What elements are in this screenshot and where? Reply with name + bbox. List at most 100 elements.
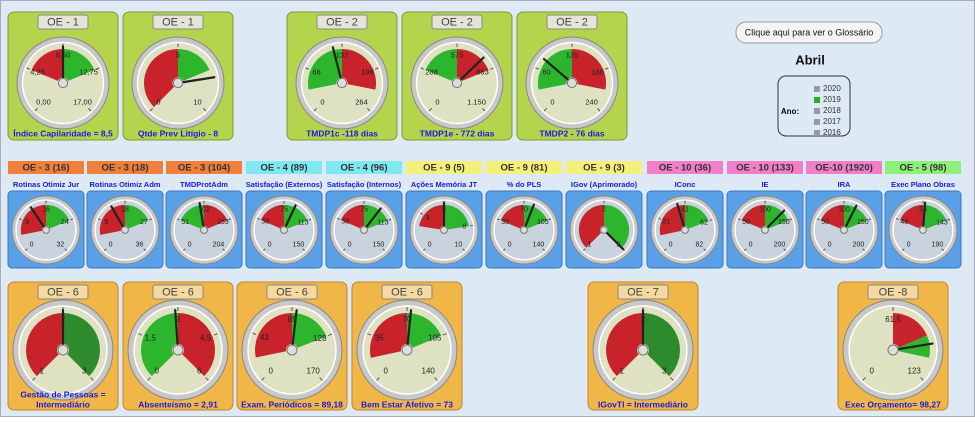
gauge-tick-label: 50 bbox=[742, 219, 750, 226]
gauge-hub bbox=[122, 227, 129, 234]
gauge-tick-label: 0 bbox=[828, 241, 832, 248]
gauge-tick-label: 105 bbox=[428, 334, 442, 343]
year[interactable]: 2017 bbox=[823, 117, 841, 126]
gauge-hub bbox=[58, 78, 67, 87]
gauge-tick-label: 50 bbox=[821, 219, 829, 226]
year-swatch[interactable] bbox=[814, 119, 820, 125]
gauge-hub bbox=[43, 227, 50, 234]
gauge-tick-label: 24 bbox=[61, 219, 69, 226]
gauge-tick-label: 0 bbox=[156, 98, 160, 107]
gauge-tick-label: 21 bbox=[662, 218, 670, 225]
gauge-hub bbox=[201, 227, 208, 234]
gauge-tag-label: OE - 4 (96) bbox=[341, 163, 388, 174]
year[interactable]: 2020 bbox=[823, 84, 841, 93]
year-swatch[interactable] bbox=[814, 86, 820, 92]
gauge-tick-label: 0 bbox=[428, 241, 432, 248]
gauge-tick-label: 27 bbox=[140, 219, 148, 226]
gauge-tick-label: 140 bbox=[533, 241, 545, 248]
gauge-tick-label: 0 bbox=[669, 241, 673, 248]
gauge-tick-label: 3 bbox=[426, 215, 430, 222]
gauge-tick-label: 66 bbox=[312, 67, 320, 76]
year-label: Ano: bbox=[781, 107, 799, 116]
gauge-tag-label: OE - 10 (133) bbox=[736, 163, 794, 174]
gauge-tick-label: 0 bbox=[348, 241, 352, 248]
glossary-button-label[interactable]: Clique aqui para ver o Glossário bbox=[745, 27, 874, 37]
gauge-tag-label: OE - 9 (3) bbox=[583, 163, 625, 174]
gauge-tag-label: OE - 6 bbox=[47, 286, 79, 298]
gauge-tick-label: 1.150 bbox=[467, 98, 486, 107]
gauge-hub bbox=[567, 78, 576, 87]
gauge-hub bbox=[841, 227, 848, 234]
year[interactable]: 2016 bbox=[823, 128, 841, 137]
gauge-tick-label: 180 bbox=[591, 67, 604, 76]
gauge-hub bbox=[920, 227, 927, 234]
gauge-tick-label: 48 bbox=[900, 219, 908, 226]
month: Abril bbox=[795, 52, 825, 67]
gauge-hub bbox=[762, 227, 769, 234]
gauge-caption: Absenteísmo = 2,91 bbox=[138, 399, 218, 409]
gauge-tick-label: 0 bbox=[508, 241, 512, 248]
year-swatch[interactable] bbox=[814, 130, 820, 136]
year[interactable]: 2018 bbox=[823, 106, 841, 115]
year[interactable]: 2019 bbox=[823, 95, 841, 104]
gauge-tag-label: OE - 3 (104) bbox=[178, 163, 230, 174]
gauge-hub bbox=[337, 78, 346, 87]
gauge-title: IGov (Aprimorado) bbox=[571, 180, 638, 189]
gauge-title: Rotinas Otimiz Jur bbox=[13, 180, 79, 189]
year-swatch[interactable] bbox=[814, 97, 820, 103]
gauge-tag-label: OE - 6 bbox=[391, 286, 423, 298]
gauge-tick-label: 200 bbox=[853, 241, 865, 248]
gauge-tick-label: 4,25 bbox=[30, 67, 45, 76]
gauge-title: Satisfação (Internos) bbox=[327, 180, 402, 189]
gauge-tick-label: 100 bbox=[838, 206, 850, 213]
gauge-tag-label: OE - 4 (89) bbox=[261, 163, 308, 174]
gauge-tag-label: OE - 9 (81) bbox=[501, 163, 548, 174]
gauge-title: Satisfação (Externos) bbox=[246, 180, 323, 189]
gauge-tick-label: 150 bbox=[778, 219, 790, 226]
gauge-tag-label: OE - 9 (5) bbox=[423, 163, 465, 174]
gauge-tick-label: 105 bbox=[537, 219, 549, 226]
gauge-hub bbox=[361, 227, 368, 234]
gauge-tick-label: 132 bbox=[336, 50, 349, 59]
gauge-tick-label: 62 bbox=[700, 220, 708, 227]
gauge-tick-label: 43 bbox=[260, 333, 269, 342]
gauge-tick-label: 18 bbox=[121, 206, 129, 213]
gauge-tick-label: 9 bbox=[104, 219, 108, 226]
gauge-tag-label: OE - 2 bbox=[556, 16, 588, 28]
gauge-title: % do PLS bbox=[507, 180, 542, 189]
gauge-tag-label: OE - 3 (16) bbox=[23, 163, 70, 174]
gauge-tick-label: 5 bbox=[176, 50, 180, 59]
gauge-tick-label: 51 bbox=[181, 219, 189, 226]
gauge-tick-label: 0 bbox=[320, 98, 324, 107]
gauge-tick-label: 100 bbox=[759, 206, 771, 213]
gauge-tag-label: OE - 1 bbox=[162, 16, 194, 28]
gauge-hub bbox=[173, 78, 182, 87]
gauge-hub bbox=[441, 227, 448, 234]
gauge-tag-label: OE - 1 bbox=[47, 16, 79, 28]
gauge-hub bbox=[402, 345, 412, 355]
gauge-tick-label: 60 bbox=[542, 67, 550, 76]
gauge-title: Rotinas Otimiz Adm bbox=[90, 180, 161, 189]
gauge-tick-label: 0 bbox=[550, 98, 554, 107]
gauge-title: Ações Memória JT bbox=[411, 180, 478, 189]
gauge-hub bbox=[888, 345, 898, 355]
gauge-title: IRA bbox=[838, 180, 852, 189]
gauge-tick-label: 150 bbox=[293, 241, 305, 248]
gauge-tick-label: 82 bbox=[696, 241, 704, 248]
gauge-tick-label: 8 bbox=[462, 224, 466, 231]
year-swatch[interactable] bbox=[814, 108, 820, 114]
gauge-tick-label: 0 bbox=[870, 366, 875, 375]
gauge-tick-label: 17,00 bbox=[73, 98, 92, 107]
gauge-tick-label: 198 bbox=[361, 67, 374, 76]
gauge-hub bbox=[58, 345, 68, 355]
gauge-hub bbox=[682, 227, 689, 234]
gauge-caption: TMDP1e - 772 dias bbox=[420, 128, 495, 138]
gauge-tick-label: 32 bbox=[57, 241, 65, 248]
gauge-hub bbox=[521, 227, 528, 234]
gauge-tick-label: 36 bbox=[136, 241, 144, 248]
gauge-title: IConc bbox=[675, 180, 696, 189]
gauge-tag-label: OE -8 bbox=[879, 286, 908, 298]
gauge-caption: TMDP2 - 76 dias bbox=[539, 128, 604, 138]
gauge-tick-label: 35 bbox=[375, 334, 384, 343]
gauge-tick-label: 0 bbox=[30, 241, 34, 248]
